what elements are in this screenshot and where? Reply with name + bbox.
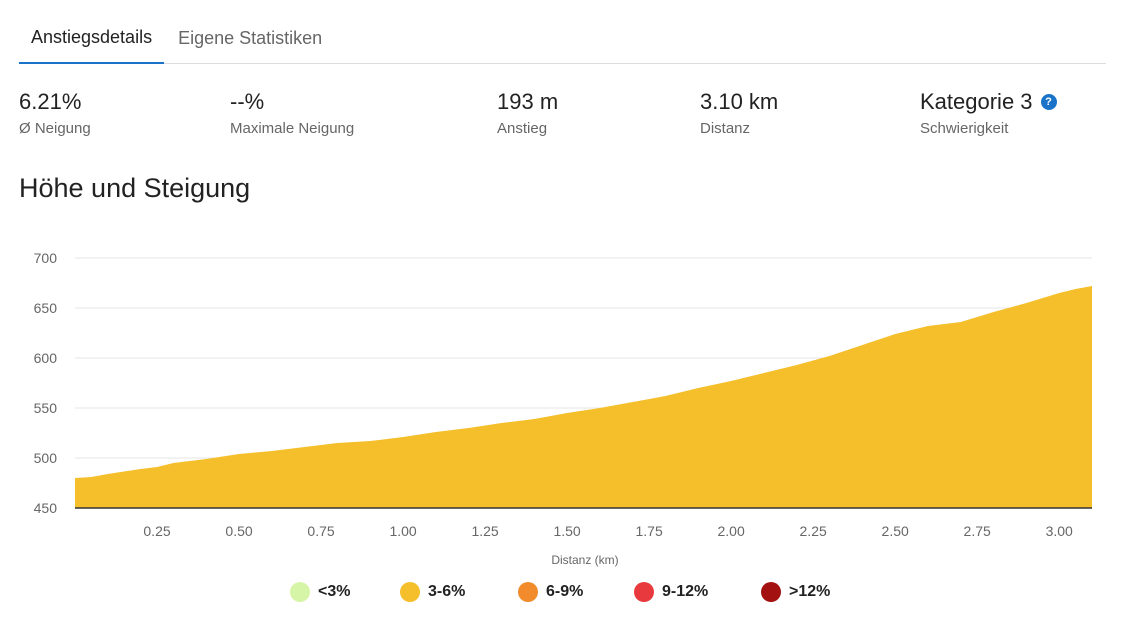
legend-dot: [290, 582, 310, 602]
y-tick-label: 550: [34, 400, 58, 416]
x-tick-label: 1.00: [389, 523, 416, 539]
elevation-area: [75, 286, 1092, 508]
x-axis-label: Distanz (km): [551, 553, 618, 567]
y-tick-label: 650: [34, 300, 58, 316]
stat-label: Maximale Neigung: [230, 120, 355, 137]
y-tick-labels: 450 500 550 600 650 700: [34, 250, 58, 516]
x-tick-label: 0.75: [307, 523, 334, 539]
stat-value: --%: [230, 89, 265, 114]
x-tick-label: 3.00: [1046, 523, 1073, 539]
x-tick-label: 2.50: [882, 523, 909, 539]
x-tick-label: 0.25: [143, 523, 170, 539]
stat-value-text: Kategorie 3: [920, 89, 1033, 114]
stat-value: 6.21%: [19, 89, 82, 114]
legend-dot: [761, 582, 781, 602]
legend-label: 3-6%: [428, 583, 466, 600]
stat-difficulty: Kategorie 3 ? Schwierigkeit: [920, 88, 1057, 138]
x-tick-labels: 0.25 0.50 0.75 1.00 1.25 1.50 1.75 2.00 2.25 2.50…: [143, 523, 1073, 539]
stat-label: Schwierigkeit: [920, 120, 1009, 137]
stat-value: 3.10 km: [700, 89, 779, 114]
x-tick-label: 2.25: [800, 523, 827, 539]
legend-item[interactable]: >12%: [761, 582, 830, 602]
x-tick-label: 2.00: [718, 523, 745, 539]
legend-item[interactable]: 3-6%: [400, 582, 465, 602]
tab-eigene-statistiken[interactable]: Eigene Statistiken: [178, 28, 323, 48]
tab-bar: Anstiegsdetails Eigene Statistiken: [19, 0, 1106, 64]
y-tick-label: 600: [34, 350, 58, 366]
legend-label: <3%: [318, 583, 351, 600]
legend-label: >12%: [789, 583, 831, 600]
stat-label: Anstieg: [497, 120, 548, 137]
legend-label: 6-9%: [546, 583, 584, 600]
elevation-area-path: [75, 286, 1092, 508]
y-tick-label: 450: [34, 500, 58, 516]
help-icon[interactable]: ?: [1040, 94, 1057, 110]
stat-value: 193 m: [497, 89, 559, 114]
stat-value: Kategorie 3 ?: [920, 88, 1057, 116]
legend-label: 9-12%: [662, 583, 709, 600]
elevation-chart: 450 500 550 600 650 700 0.25 0.50 0.75 1.00 1.25 1…: [34, 250, 1092, 567]
x-tick-label: 1.50: [553, 523, 580, 539]
legend-dot: [634, 582, 654, 602]
x-tick-label: 0.50: [225, 523, 252, 539]
tab-anstiegsdetails[interactable]: Anstiegsdetails: [19, 26, 165, 64]
stat-distance: 3.10 km Distanz: [700, 88, 778, 138]
legend: <3% 3-6% 6-9% 9-12% >12%: [0, 582, 1123, 612]
x-tick-label: 1.25: [471, 523, 498, 539]
x-tick-label: 1.75: [635, 523, 662, 539]
stat-label: Ø Neigung: [19, 120, 91, 137]
legend-item[interactable]: <3%: [290, 582, 350, 602]
stat-avg-grade: 6.21% Ø Neigung: [19, 88, 91, 138]
stat-ascent: 193 m Anstieg: [497, 88, 558, 138]
legend-item[interactable]: 9-12%: [634, 582, 708, 602]
legend-dot: [518, 582, 538, 602]
stat-max-grade: --% Maximale Neigung: [230, 88, 354, 138]
y-tick-label: 700: [34, 250, 58, 266]
legend-dot: [400, 582, 420, 602]
stats-row: 6.21% Ø Neigung --% Maximale Neigung 193…: [0, 88, 1123, 148]
y-tick-label: 500: [34, 450, 58, 466]
legend-item[interactable]: 6-9%: [518, 582, 583, 602]
section-title: Höhe und Steigung: [19, 173, 251, 203]
x-tick-label: 2.75: [964, 523, 991, 539]
stat-label: Distanz: [700, 120, 751, 137]
